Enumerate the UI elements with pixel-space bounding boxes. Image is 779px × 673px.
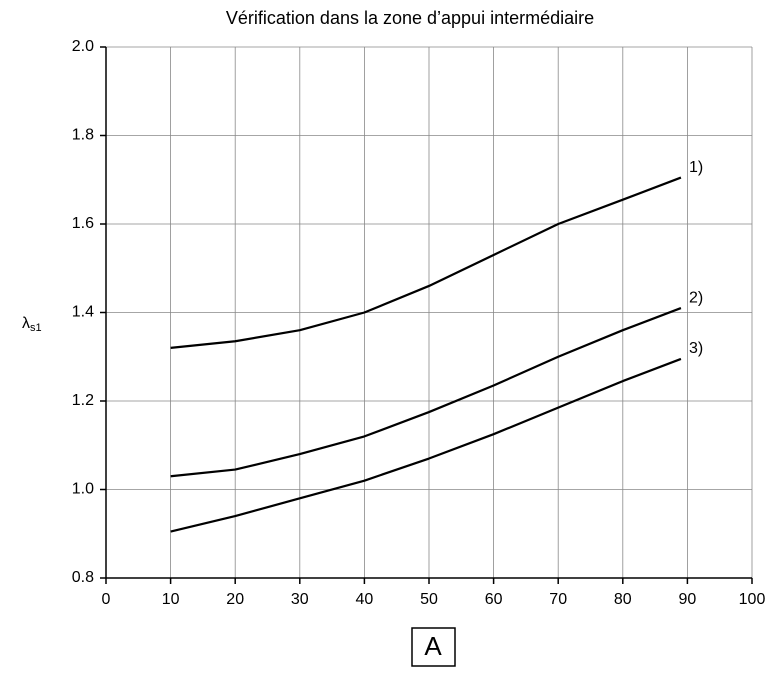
x-tick-label: 90 xyxy=(679,591,697,608)
y-tick-label: 0.8 xyxy=(72,569,94,586)
x-tick-label: 70 xyxy=(549,591,567,608)
series-label: 3) xyxy=(689,340,703,357)
y-tick-label: 1.6 xyxy=(72,215,94,232)
y-axis-label: λs1 xyxy=(22,315,42,334)
x-tick-label: 50 xyxy=(420,591,438,608)
y-tick-label: 1.8 xyxy=(72,127,94,144)
x-tick-label: 30 xyxy=(291,591,309,608)
series-line xyxy=(170,176,682,349)
x-tick-label: 0 xyxy=(102,591,111,608)
x-tick-label: 40 xyxy=(356,591,374,608)
series-line xyxy=(170,307,682,478)
x-label-box xyxy=(411,627,456,667)
y-tick-label: 1.2 xyxy=(72,392,94,409)
x-tick-label: 20 xyxy=(226,591,244,608)
x-tick-label: 10 xyxy=(162,591,180,608)
y-tick-label: 1.0 xyxy=(72,481,94,498)
y-tick-label: 1.4 xyxy=(72,304,94,321)
series-line xyxy=(170,357,682,533)
y-label-symbol: λ xyxy=(22,315,30,332)
series-label: 2) xyxy=(689,289,703,306)
x-tick-label: 80 xyxy=(614,591,632,608)
x-axis-label: A xyxy=(424,631,442,661)
series-label: 1) xyxy=(689,159,703,176)
y-tick-label: 2.0 xyxy=(72,38,94,55)
y-label-subscript: s1 xyxy=(30,322,42,334)
chart-title: Vérification dans la zone d’appui interm… xyxy=(226,8,594,28)
x-tick-label: 60 xyxy=(485,591,503,608)
x-tick-label: 100 xyxy=(739,591,766,608)
